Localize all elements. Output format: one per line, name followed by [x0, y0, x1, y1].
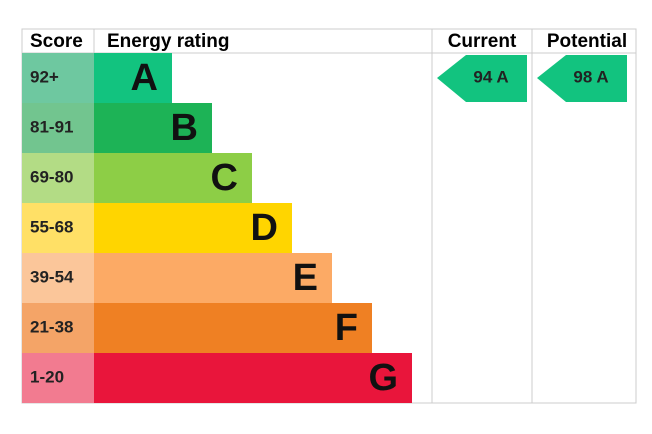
band-bar: [94, 203, 292, 253]
band-letter: D: [251, 207, 278, 249]
header-potential: Potential: [547, 31, 627, 52]
band-letter: G: [368, 357, 398, 399]
score-cell: [22, 53, 94, 103]
potential-arrow: [537, 55, 627, 102]
score-label: 92+: [30, 67, 59, 86]
score-label: 81-91: [30, 117, 73, 136]
score-label: 39-54: [30, 267, 74, 286]
band-bar: [94, 53, 172, 103]
potential-label: 98 A: [573, 67, 608, 86]
score-cell: [22, 153, 94, 203]
header-rating: Energy rating: [107, 31, 229, 52]
score-cell: [22, 303, 94, 353]
current-label: 94 A: [473, 67, 508, 86]
header-current: Current: [448, 31, 517, 52]
band-bar: [94, 253, 332, 303]
band-bar: [94, 103, 212, 153]
score-cell: [22, 353, 94, 403]
current-arrow: [437, 55, 527, 102]
band-letter: A: [131, 57, 158, 99]
score-cell: [22, 103, 94, 153]
bands: 92+ A 81-91 B 69-80 C 55-68 D 39-54 E 21-38 F 1-20 G: [22, 53, 412, 403]
score-label: 1-20: [30, 367, 64, 386]
band-bar: [94, 353, 412, 403]
band-letter: C: [211, 157, 238, 199]
score-cell: [22, 203, 94, 253]
band-bar: [94, 153, 252, 203]
band-bar: [94, 303, 372, 353]
band-letter: E: [293, 257, 318, 299]
band-letter: F: [335, 307, 358, 349]
score-cell: [22, 253, 94, 303]
score-label: 69-80: [30, 167, 73, 186]
band-letter: B: [171, 107, 198, 149]
score-label: 55-68: [30, 217, 73, 236]
header-score: Score: [30, 31, 83, 52]
score-label: 21-38: [30, 317, 73, 336]
